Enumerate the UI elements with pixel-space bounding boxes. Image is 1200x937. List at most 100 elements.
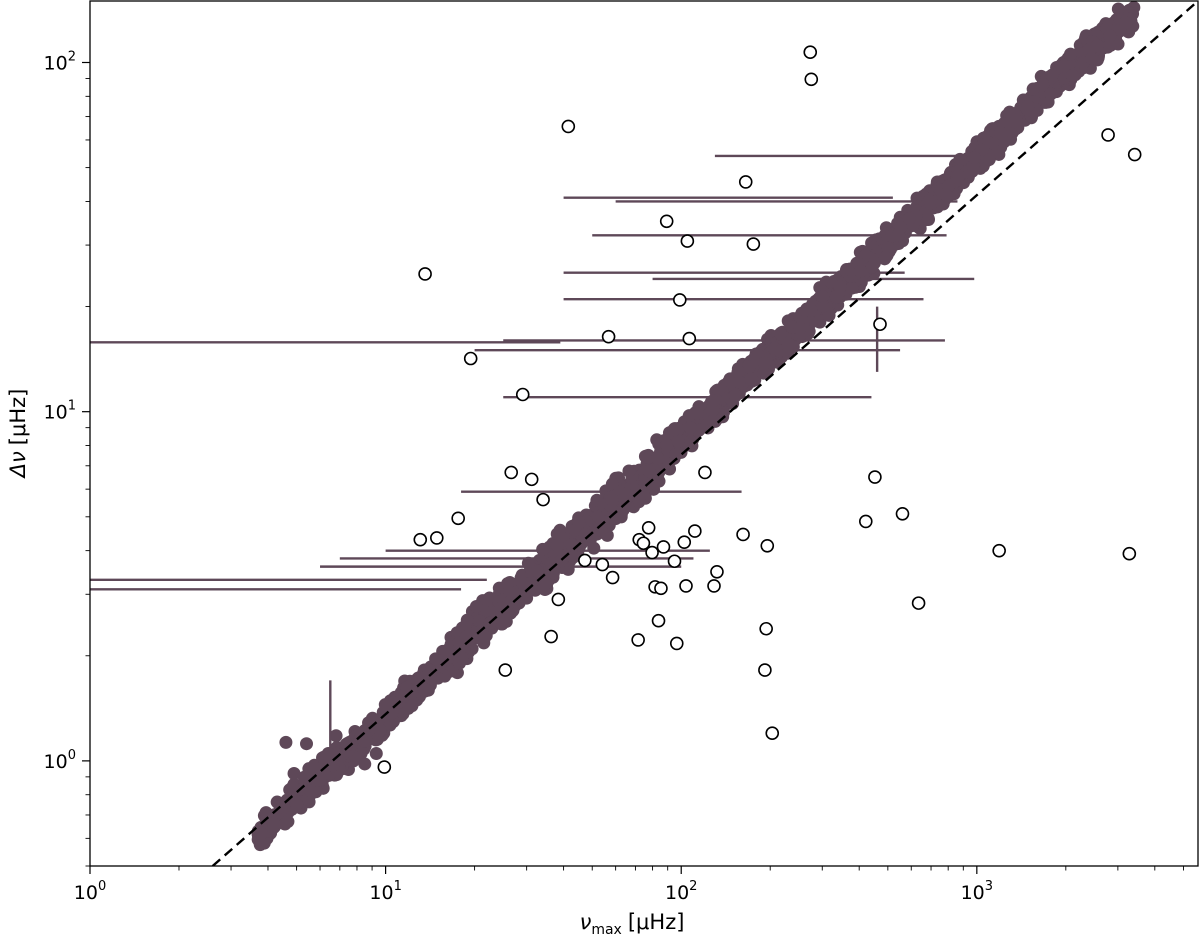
- filled-point: [498, 601, 512, 615]
- open-point: [631, 633, 645, 647]
- filled-point: [539, 576, 553, 590]
- y-label-symbol: Δν: [6, 451, 30, 479]
- open-point: [803, 45, 818, 60]
- filled-point: [706, 394, 720, 408]
- filled-point: [982, 153, 996, 167]
- open-point: [451, 511, 465, 526]
- filled-point: [829, 290, 843, 304]
- filled-point: [706, 414, 720, 428]
- filled-point: [300, 737, 314, 751]
- filled-point: [793, 321, 807, 335]
- filled-point: [669, 448, 683, 462]
- open-point: [765, 726, 780, 741]
- open-point: [418, 267, 432, 281]
- filled-point: [565, 538, 579, 552]
- open-point: [524, 472, 539, 487]
- filled-point: [683, 421, 697, 435]
- open-point: [669, 636, 684, 651]
- y-tick-label: 101: [44, 399, 76, 424]
- filled-point: [923, 194, 937, 208]
- open-point: [677, 535, 692, 549]
- x-tick-base: 10: [74, 882, 98, 904]
- open-point: [759, 621, 773, 636]
- filled-point: [572, 516, 586, 530]
- filled-point: [854, 264, 868, 278]
- y-tick-base: 10: [44, 52, 68, 74]
- x-tick-base: 10: [665, 882, 689, 904]
- y-tick-base: 10: [44, 402, 68, 424]
- filled-point: [313, 773, 327, 787]
- open-point: [738, 175, 753, 189]
- y-tick-exp: 0: [68, 748, 76, 763]
- y-tick-exp: 1: [68, 399, 76, 414]
- filled-point: [550, 538, 564, 552]
- filled-point: [1044, 87, 1058, 101]
- x-tick-label: 103: [961, 879, 993, 904]
- open-point: [758, 663, 772, 677]
- open-point: [654, 581, 668, 596]
- open-point: [672, 293, 687, 307]
- x-tick-base: 10: [961, 882, 985, 904]
- open-point: [413, 532, 428, 547]
- filled-point: [671, 434, 685, 448]
- open-point: [463, 351, 478, 366]
- filled-point: [650, 451, 664, 465]
- open-point: [656, 540, 671, 554]
- filled-point: [967, 151, 981, 165]
- open-point: [641, 521, 656, 535]
- filled-point: [287, 767, 301, 781]
- open-point: [1122, 546, 1137, 561]
- y-axis-label: Δν [μHz]: [6, 389, 30, 480]
- y-tick-label: 100: [44, 748, 76, 773]
- filled-point: [1057, 59, 1071, 73]
- open-point: [868, 470, 882, 484]
- filled-point: [757, 356, 771, 370]
- x-label-symbol: ν: [580, 910, 592, 934]
- filled-point: [578, 528, 592, 542]
- open-point: [707, 579, 721, 593]
- x-axis-label: νmax [μHz]: [580, 910, 685, 937]
- x-tick-label: 102: [665, 879, 697, 904]
- open-point: [636, 536, 651, 551]
- filled-point: [987, 137, 1001, 151]
- filled-point: [459, 630, 473, 644]
- open-point: [601, 329, 616, 344]
- filled-point: [424, 664, 438, 678]
- filled-point: [1119, 16, 1133, 30]
- filled-point: [816, 290, 830, 304]
- open-point: [760, 538, 775, 553]
- x-tick-label: 101: [369, 879, 401, 904]
- filled-point: [1064, 47, 1078, 61]
- x-tick-base: 10: [369, 882, 393, 904]
- filled-point: [757, 366, 771, 380]
- y-tick-label: 102: [44, 49, 76, 74]
- open-point: [858, 514, 873, 529]
- plot-area: [90, 1, 1198, 866]
- filled-point: [732, 375, 746, 389]
- filled-point: [1090, 39, 1104, 53]
- filled-point: [1045, 68, 1059, 82]
- filled-point: [321, 746, 335, 760]
- filled-point: [667, 423, 681, 437]
- filled-point: [285, 780, 299, 794]
- filled-point: [1103, 29, 1117, 43]
- filled-point: [257, 836, 271, 850]
- filled-point: [994, 126, 1008, 140]
- filled-point: [455, 651, 469, 665]
- open-point: [659, 214, 674, 229]
- open-point: [873, 317, 887, 332]
- open-point: [498, 663, 513, 677]
- filled-point: [378, 698, 392, 712]
- filled-point: [952, 169, 966, 183]
- open-point: [679, 579, 693, 593]
- x-label-sub: max: [591, 922, 622, 937]
- filled-point: [1026, 82, 1040, 96]
- filled-point: [267, 817, 281, 831]
- filled-point: [568, 549, 582, 563]
- filled-point: [1009, 113, 1023, 127]
- filled-point: [781, 346, 795, 360]
- filled-point: [942, 179, 956, 193]
- filled-point: [1085, 51, 1099, 65]
